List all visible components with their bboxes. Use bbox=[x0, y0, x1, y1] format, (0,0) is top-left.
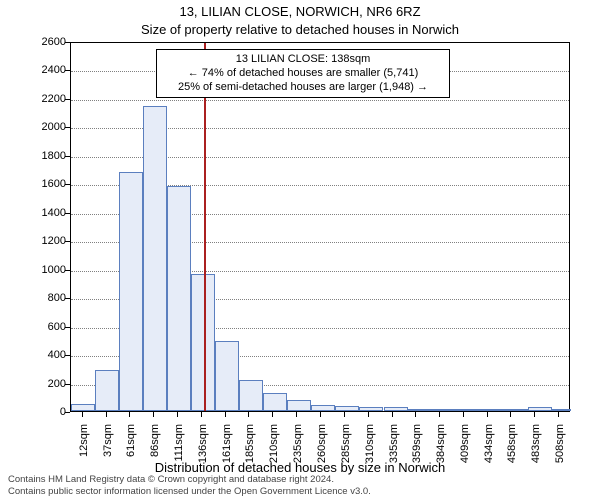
y-tick-label: 0 bbox=[16, 406, 66, 418]
histogram-bar bbox=[456, 409, 480, 411]
histogram-bar bbox=[432, 409, 456, 411]
annotation-box: 13 LILIAN CLOSE: 138sqm← 74% of detached… bbox=[156, 49, 450, 98]
histogram-bar bbox=[480, 409, 504, 411]
y-tick-label: 2200 bbox=[16, 93, 66, 105]
histogram-bar bbox=[552, 409, 571, 411]
x-axis-label: Distribution of detached houses by size … bbox=[0, 460, 600, 475]
histogram-bar bbox=[95, 370, 119, 411]
annotation-line: 13 LILIAN CLOSE: 138sqm bbox=[163, 53, 443, 67]
histogram-bar bbox=[384, 407, 408, 411]
histogram-bar bbox=[504, 409, 528, 411]
y-tick-label: 2600 bbox=[16, 36, 66, 48]
attribution-footer: Contains HM Land Registry data © Crown c… bbox=[8, 474, 371, 497]
plot-area: 13 LILIAN CLOSE: 138sqm← 74% of detached… bbox=[70, 42, 570, 412]
chart-title-address: 13, LILIAN CLOSE, NORWICH, NR6 6RZ bbox=[0, 4, 600, 19]
histogram-bar bbox=[528, 407, 552, 411]
histogram-bar bbox=[359, 407, 383, 411]
y-tick-label: 1200 bbox=[16, 235, 66, 247]
histogram-bar bbox=[119, 172, 143, 411]
y-tick-label: 2000 bbox=[16, 121, 66, 133]
annotation-line: ← 74% of detached houses are smaller (5,… bbox=[163, 67, 443, 81]
annotation-line: 25% of semi-detached houses are larger (… bbox=[163, 81, 443, 95]
histogram-bar bbox=[71, 404, 95, 411]
chart-title-desc: Size of property relative to detached ho… bbox=[0, 22, 600, 37]
histogram-bar bbox=[167, 186, 191, 411]
y-tick-label: 1800 bbox=[16, 150, 66, 162]
y-tick-label: 1000 bbox=[16, 264, 66, 276]
y-tick-label: 1400 bbox=[16, 207, 66, 219]
y-tick-label: 1600 bbox=[16, 178, 66, 190]
y-tick-label: 800 bbox=[16, 292, 66, 304]
histogram-bar bbox=[335, 406, 359, 411]
histogram-bar bbox=[408, 409, 432, 411]
y-tick-label: 2400 bbox=[16, 64, 66, 76]
y-tick-label: 600 bbox=[16, 321, 66, 333]
footer-line-1: Contains HM Land Registry data © Crown c… bbox=[8, 474, 371, 485]
property-size-chart: 13, LILIAN CLOSE, NORWICH, NR6 6RZ Size … bbox=[0, 0, 600, 500]
histogram-bar bbox=[143, 106, 167, 411]
histogram-bar bbox=[263, 393, 287, 412]
histogram-bar bbox=[287, 400, 311, 411]
y-tick-label: 200 bbox=[16, 378, 66, 390]
y-tick-label: 400 bbox=[16, 349, 66, 361]
histogram-bar bbox=[215, 341, 239, 411]
histogram-bar bbox=[239, 380, 263, 411]
histogram-bar bbox=[311, 405, 335, 411]
footer-line-2: Contains public sector information licen… bbox=[8, 486, 371, 497]
